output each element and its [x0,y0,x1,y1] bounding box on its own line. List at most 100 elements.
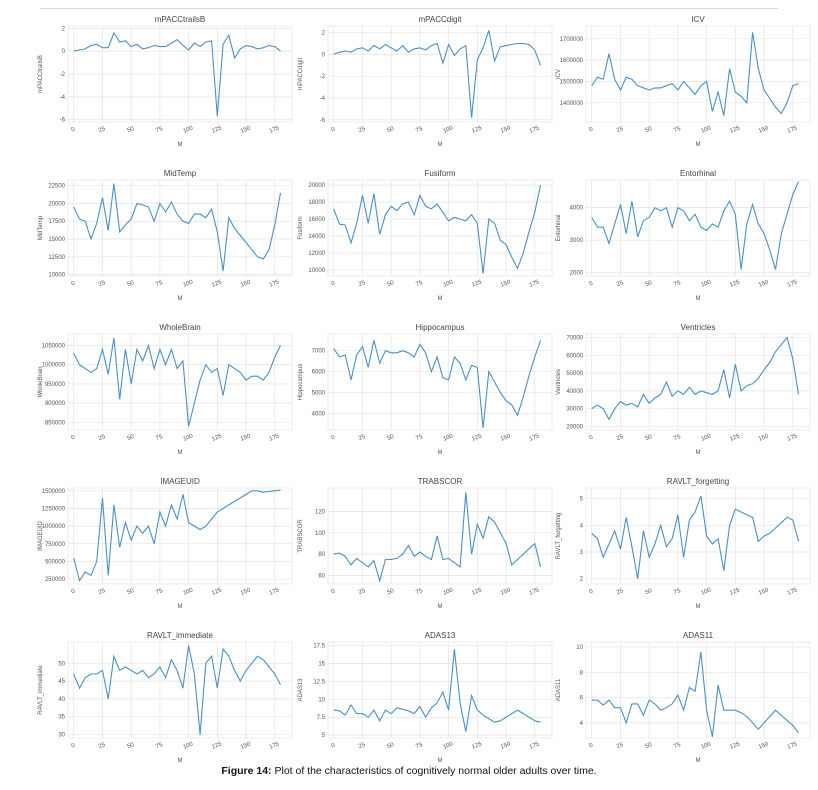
plot-area [67,179,293,277]
y-tick-label: 1600000 [560,58,584,64]
x-tick-label: 50 [387,126,396,134]
y-tick-label: 20000 [308,183,325,189]
x-tick-label: 25 [616,588,625,596]
series-line [333,649,541,732]
chart-title: TRABSCOR [418,477,463,486]
x-tick-label: 75 [415,280,424,288]
x-tick-label: 175 [269,125,281,135]
x-tick-label: 25 [616,434,625,442]
x-tick-label: 0 [589,742,595,749]
chart-panel-mpacctrailsb: mPACCtrailsB 0 25 50 75 100 125 150 175 -6 -4 -2 0 2 M… [38,12,302,162]
x-tick-label: 175 [787,741,799,751]
y-tick-label: 10 [318,697,325,703]
caption-label: Figure 14: [221,765,272,777]
x-axis-label: M [696,296,701,302]
y-axis-label: IMAGEUID [38,521,44,551]
x-tick-label: 125 [211,279,223,289]
x-tick-label: 150 [758,741,770,751]
y-axis-label: Entorhinal [556,214,562,241]
x-tick-label: 100 [700,125,712,135]
y-tick-label: 1050000 [42,344,66,350]
series-line [333,340,542,428]
x-tick-label: 75 [673,742,682,750]
plot-area [67,333,293,431]
series-line [73,31,281,117]
chart-svg-ventricles: Ventricles 0 25 50 75 100 125 150 175 20000 30000 4… [556,323,811,456]
series-line [73,489,281,582]
y-tick-label: 16000 [308,217,325,223]
y-axis-label: Ventricles [556,369,562,395]
x-tick-label: 0 [331,434,337,441]
chart-svg-adas13: ADAS13 0 25 50 75 100 125 150 175 5 7.5 10 12.5 15 17.… [298,631,553,764]
x-tick-label: 150 [758,433,770,443]
y-tick-label: 1000000 [42,524,66,530]
y-tick-label: -2 [320,74,326,80]
caption-text: Plot of the characteristics of cognitive… [271,765,597,777]
y-tick-label: 22500 [48,184,65,190]
series-line [591,652,799,737]
x-tick-label: 125 [729,125,741,135]
y-axis-label: Hippocampus [298,364,304,401]
x-axis-label: M [438,142,443,148]
chart-panel-adas13: ADAS13 0 25 50 75 100 125 150 175 5 7.5 10 12.5 15 17.… [298,628,562,778]
x-tick-label: 0 [331,742,337,749]
chart-title: MidTemp [164,169,197,178]
x-tick-label: 0 [71,280,77,287]
y-tick-label: -6 [320,118,326,124]
y-tick-label: 1500000 [42,489,66,495]
x-tick-label: 0 [71,126,77,133]
y-tick-label: 80 [318,552,325,558]
y-tick-label: 0 [322,52,326,58]
y-axis-label: MidTemp [38,215,44,240]
y-tick-label: 10000 [308,268,325,274]
chart-svg-icv: ICV 0 25 50 75 100 125 150 175 1400000 1500000 1600… [556,15,811,148]
y-tick-label: 12000 [308,251,325,257]
x-tick-label: 0 [71,742,77,749]
x-tick-label: 100 [700,279,712,289]
x-tick-label: 50 [645,434,654,442]
x-tick-label: 150 [500,433,512,443]
x-tick-label: 50 [645,588,654,596]
y-tick-label: 70000 [566,336,583,342]
x-tick-label: 100 [442,125,454,135]
series-line [73,183,282,272]
x-tick-label: 50 [387,280,396,288]
chart-panel-imageuid: IMAGEUID 0 25 50 75 100 125 150 175 250000 500000 7… [38,474,302,624]
series-line [591,495,800,579]
y-tick-label: 1000000 [42,363,66,369]
x-tick-label: 100 [182,741,194,751]
x-tick-label: 100 [442,587,454,597]
chart-svg-adas11: ADAS11 0 25 50 75 100 125 150 175 4 6 8 10 M ADAS11 [556,631,811,764]
plot-area [327,641,553,739]
y-tick-label: 8 [580,670,584,676]
chart-svg-trabscor: TRABSCOR 0 25 50 75 100 125 150 175 60 80 100 120 M TR… [298,477,553,610]
y-tick-label: 4 [580,721,584,727]
x-tick-label: 25 [358,434,367,442]
plot-area [327,487,553,585]
x-tick-label: 125 [211,125,223,135]
y-tick-label: 10 [576,645,583,651]
chart-title: ICV [691,15,705,24]
x-tick-label: 175 [787,587,799,597]
y-tick-label: 4000 [312,411,326,417]
x-tick-label: 100 [442,279,454,289]
x-tick-label: 175 [269,741,281,751]
y-tick-label: 60000 [566,353,583,359]
x-tick-label: 25 [358,742,367,750]
x-tick-label: 125 [729,433,741,443]
y-tick-label: 18000 [308,200,325,206]
y-tick-label: 5000 [312,390,326,396]
x-axis-label: M [438,450,443,456]
x-tick-label: 50 [127,588,136,596]
x-tick-label: 175 [529,279,541,289]
x-tick-label: 175 [529,741,541,751]
y-tick-label: 850000 [45,420,66,426]
x-tick-label: 75 [155,126,164,134]
x-tick-label: 75 [155,434,164,442]
y-tick-label: 60 [318,573,325,579]
y-axis-label: ADAS11 [556,678,562,701]
chart-title: ADAS13 [425,631,456,640]
x-tick-label: 175 [269,587,281,597]
y-tick-label: 10000 [48,273,65,279]
